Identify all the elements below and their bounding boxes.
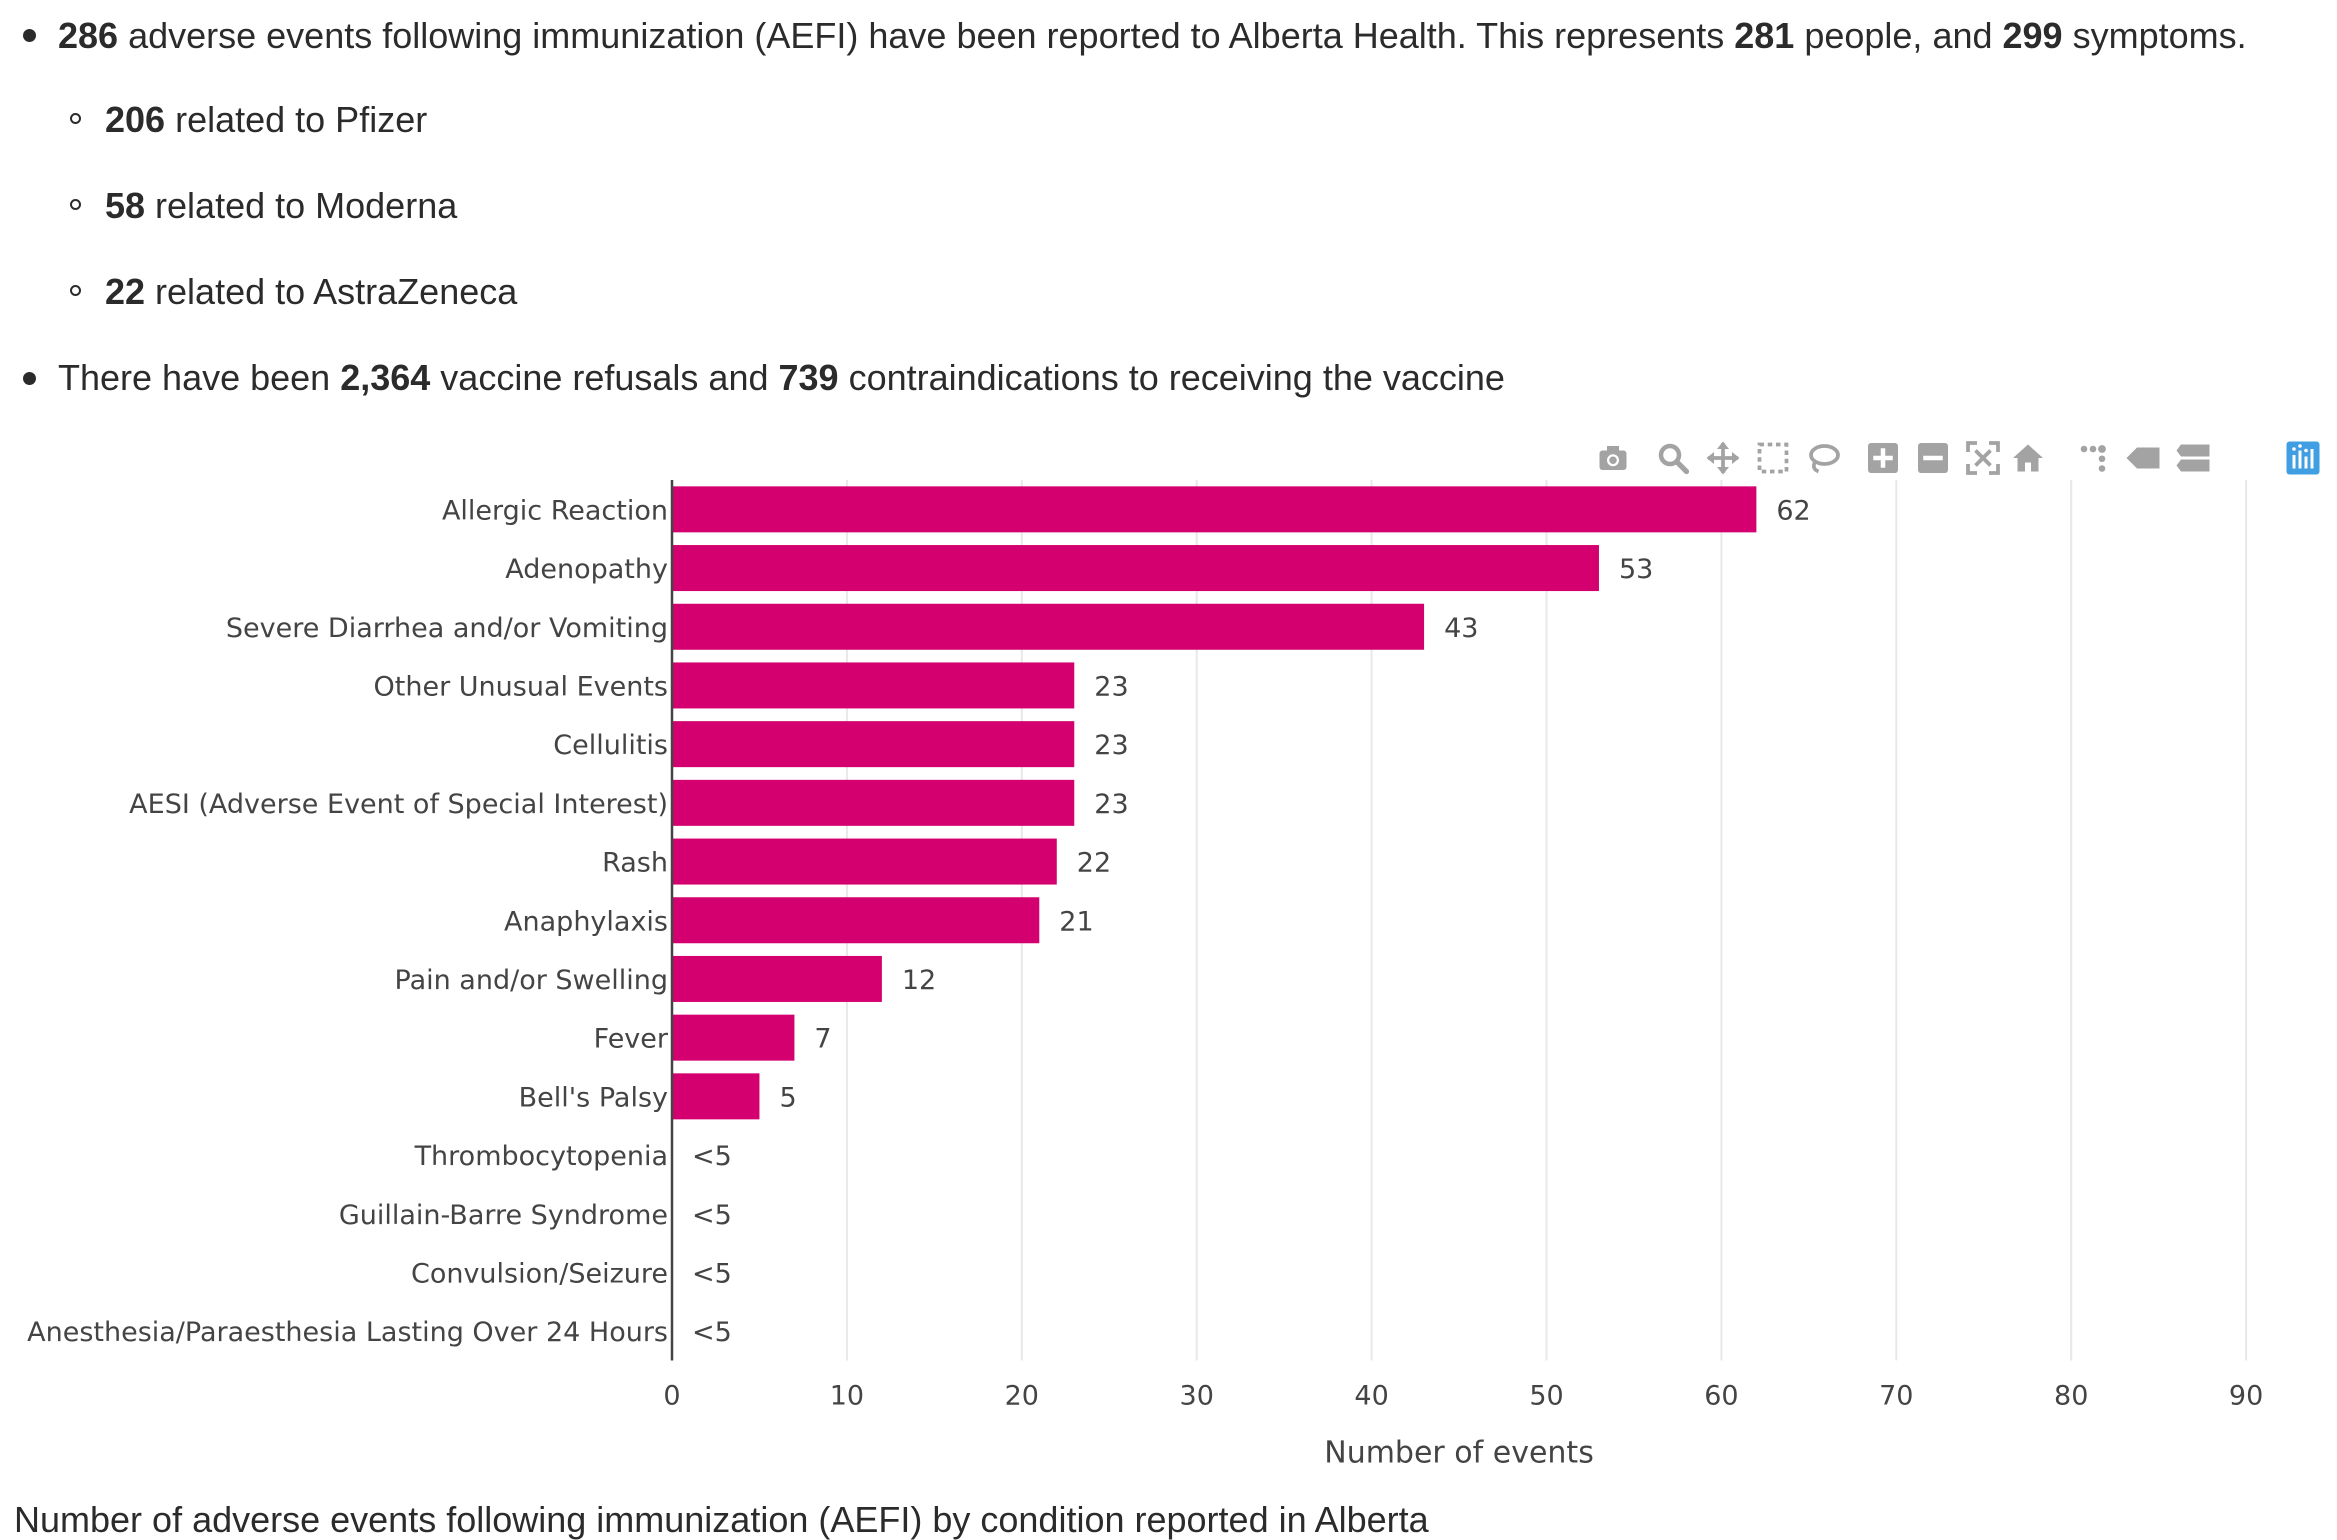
x-tick-label: 70	[1879, 1381, 1913, 1412]
value-labels: 62 53 43 23 23 23 22 21 12 75 <5 <5 <5 <5	[692, 495, 1811, 1348]
bar-value-label: 23	[1094, 730, 1128, 761]
category-label: Rash	[602, 848, 668, 879]
bar-value-label: <5	[692, 1258, 732, 1289]
category-label: Guillain-Barre Syndrome	[339, 1200, 668, 1231]
summary-astrazeneca: 22 related to AstraZeneca	[105, 271, 518, 312]
people-total: 281	[1734, 15, 1795, 56]
bars	[672, 486, 1757, 1120]
bar[interactable]	[672, 838, 1057, 885]
x-tick-label: 40	[1354, 1381, 1388, 1412]
pan-icon[interactable]	[1705, 440, 1741, 476]
summary-moderna: 58 related to Moderna	[105, 185, 458, 226]
camera-icon[interactable]	[1595, 440, 1631, 476]
bar-value-label: 12	[902, 965, 936, 996]
summary-line-aefi: 286 adverse events following immunizatio…	[58, 15, 2247, 56]
bar-value-label: 23	[1094, 671, 1128, 702]
category-label: Convulsion/Seizure	[411, 1258, 668, 1289]
spike-lines-icon[interactable]	[2075, 440, 2111, 476]
symptoms-total: 299	[2002, 15, 2063, 56]
bar[interactable]	[672, 486, 1757, 533]
plotly-logo-icon[interactable]	[2285, 440, 2321, 476]
category-label: Allergic Reaction	[442, 495, 668, 526]
sub-bullet-icon	[70, 113, 81, 124]
bar-value-label: 23	[1094, 789, 1128, 820]
bar[interactable]	[672, 955, 882, 1002]
bar-value-label: <5	[692, 1141, 732, 1172]
bar[interactable]	[672, 545, 1599, 592]
hover-closest-icon[interactable]	[2125, 440, 2161, 476]
x-tick-labels: 0 10 20 30 40 50 60 70 80 90	[663, 1381, 2263, 1412]
bar-value-label: 43	[1444, 613, 1478, 644]
category-label: Severe Diarrhea and/or Vomiting	[226, 613, 668, 644]
bullet-icon	[23, 372, 36, 385]
x-axis-title: Number of events	[1324, 1436, 1594, 1471]
chart-caption: Number of adverse events following immun…	[14, 1499, 1429, 1540]
autoscale-icon[interactable]	[1965, 440, 2001, 476]
category-label: AESI (Adverse Event of Special Interest)	[129, 789, 668, 820]
lasso-select-icon[interactable]	[1805, 440, 1841, 476]
x-tick-label: 0	[663, 1381, 680, 1412]
bar-value-label: 21	[1059, 906, 1093, 937]
hover-compare-icon[interactable]	[2175, 440, 2211, 476]
bar-value-label: <5	[692, 1200, 732, 1231]
x-tick-label: 80	[2054, 1381, 2088, 1412]
sub-bullet-icon	[70, 199, 81, 210]
bar[interactable]	[672, 897, 1040, 944]
zoom-in-icon[interactable]	[1865, 440, 1901, 476]
zoom-out-icon[interactable]	[1915, 440, 1951, 476]
bar[interactable]	[672, 603, 1425, 650]
bar[interactable]	[672, 1014, 795, 1061]
zoom-icon[interactable]	[1655, 440, 1691, 476]
plot-modebar	[1590, 440, 2330, 480]
bar-value-label: <5	[692, 1317, 732, 1348]
category-label: Fever	[594, 1024, 669, 1055]
x-tick-label: 30	[1180, 1381, 1214, 1412]
bar-value-label: 7	[814, 1024, 831, 1055]
category-label: Anesthesia/Paraesthesia Lasting Over 24 …	[27, 1317, 668, 1348]
refusals-total: 2,364	[340, 357, 431, 398]
category-label: Thrombocytopenia	[414, 1141, 668, 1172]
contraindications-total: 739	[778, 357, 839, 398]
bar-value-label: 53	[1619, 554, 1653, 585]
category-label: Adenopathy	[505, 554, 668, 585]
category-label: Other Unusual Events	[374, 671, 668, 702]
x-tick-label: 20	[1005, 1381, 1039, 1412]
box-select-icon[interactable]	[1755, 440, 1791, 476]
reset-axes-icon[interactable]	[2010, 440, 2046, 476]
x-tick-label: 60	[1704, 1381, 1738, 1412]
aefi-bar-chart: 62 53 43 23 23 23 22 21 12 75 <5 <5 <5 <5 Allergic Re…	[27, 480, 2263, 1471]
category-label: Cellulitis	[553, 730, 668, 761]
x-tick-label: 10	[830, 1381, 864, 1412]
aefi-total: 286	[58, 15, 119, 56]
bullet-icon	[23, 29, 36, 42]
bar[interactable]	[672, 779, 1075, 826]
bar-value-label: 5	[779, 1082, 796, 1113]
category-labels: Allergic Reaction Adenopathy Severe Diarrh…	[27, 495, 669, 1348]
category-label: Bell's Palsy	[519, 1082, 668, 1113]
x-tick-label: 50	[1529, 1381, 1563, 1412]
summary-pfizer: 206 related to Pfizer	[105, 99, 428, 140]
bar-value-label: 22	[1077, 848, 1111, 879]
category-label: Anaphylaxis	[504, 906, 668, 937]
sub-bullet-icon	[70, 285, 81, 296]
bar[interactable]	[672, 662, 1075, 709]
bar[interactable]	[672, 721, 1075, 768]
bar[interactable]	[672, 1073, 760, 1120]
bar-value-label: 62	[1776, 495, 1810, 526]
category-label: Pain and/or Swelling	[395, 965, 669, 996]
x-tick-label: 90	[2229, 1381, 2263, 1412]
summary-line-refusals: There have been 2,364 vaccine refusals a…	[58, 357, 1505, 398]
